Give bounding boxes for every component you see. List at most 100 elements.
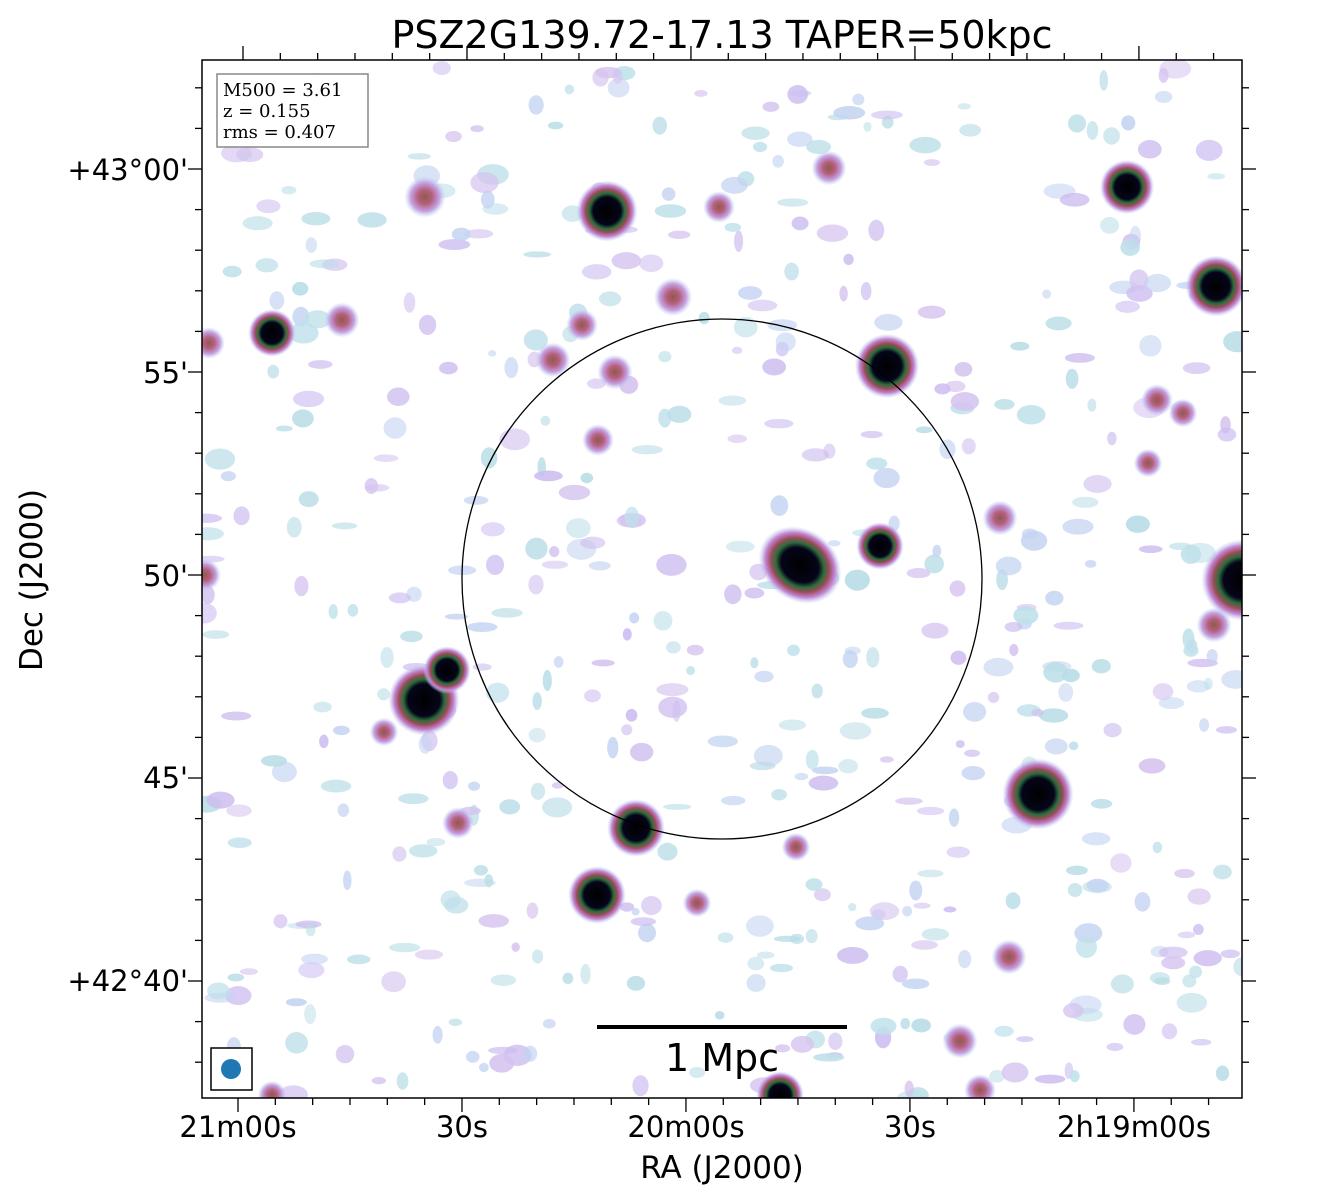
noise (1069, 1070, 1080, 1083)
noise (398, 793, 429, 805)
noise (1180, 544, 1202, 564)
noise (426, 837, 446, 847)
noise (534, 470, 563, 482)
noise (584, 689, 601, 703)
noise (528, 727, 546, 743)
noise (357, 212, 387, 228)
noise (328, 604, 338, 620)
noise (916, 806, 945, 816)
noise (1065, 368, 1079, 389)
noise (1021, 528, 1039, 540)
noise (523, 329, 548, 351)
noise (551, 782, 564, 789)
noise (580, 536, 606, 549)
noise (309, 259, 339, 269)
noise (226, 804, 252, 817)
noise (662, 803, 692, 810)
noise (488, 1046, 518, 1055)
noise (1152, 841, 1163, 854)
noise (553, 656, 564, 668)
noise (337, 803, 350, 817)
noise (745, 915, 774, 937)
noise (904, 1080, 914, 1097)
noise (564, 84, 575, 95)
noise (464, 229, 494, 239)
scale-bar-label: 1 Mpc (665, 1036, 779, 1080)
noise (542, 797, 573, 818)
noise (632, 1075, 649, 1097)
noise (1062, 518, 1094, 535)
noise (653, 611, 673, 631)
noise (689, 1067, 706, 1079)
noise (961, 438, 976, 455)
noise (869, 902, 900, 921)
noise (1215, 1065, 1230, 1081)
noise (879, 756, 894, 763)
noise (1137, 140, 1162, 159)
noise (1004, 621, 1023, 632)
noise (342, 870, 352, 891)
noise (963, 701, 987, 722)
noise (607, 736, 619, 759)
noise (418, 314, 437, 335)
noise (528, 95, 544, 115)
weak-source (535, 342, 571, 378)
noise (227, 973, 245, 982)
noise (1154, 90, 1173, 103)
noise (686, 644, 704, 656)
noise (630, 917, 657, 926)
noise (666, 641, 681, 654)
weak-source (442, 807, 474, 839)
noise (1182, 628, 1195, 650)
noise (694, 90, 708, 97)
noise (868, 219, 885, 241)
noise (558, 484, 591, 501)
x-tick-label: 30s (436, 1110, 488, 1144)
x-axis-label: RA (J2000) (640, 1150, 804, 1186)
noise (921, 622, 949, 639)
noise (1220, 949, 1240, 959)
noise (753, 744, 783, 767)
noise (1013, 606, 1039, 625)
noise (1129, 225, 1142, 248)
source (576, 180, 638, 242)
noise (465, 1050, 480, 1063)
noise (949, 580, 966, 597)
noise (866, 646, 880, 668)
noise (724, 222, 742, 232)
noise (1129, 269, 1149, 291)
noise (731, 346, 743, 355)
noise (486, 682, 510, 703)
weak-source (811, 150, 847, 186)
noise (629, 612, 640, 624)
noise (805, 878, 823, 891)
noise (1087, 398, 1097, 412)
noise (490, 974, 517, 986)
noise (1138, 545, 1163, 554)
noise (473, 864, 488, 876)
noise (934, 383, 951, 395)
noise (734, 230, 744, 253)
noise (400, 630, 423, 643)
noise (301, 211, 331, 226)
noise (1189, 965, 1203, 979)
noise (836, 947, 869, 964)
noise (1221, 670, 1242, 689)
info-line: z = 0.155 (223, 101, 311, 122)
noise (1107, 431, 1117, 446)
y-tick-label: +43°00' (67, 153, 188, 187)
noise (772, 154, 784, 168)
noise (744, 587, 765, 599)
noise (720, 795, 746, 806)
noise (657, 842, 678, 861)
noise (1123, 1014, 1146, 1035)
noise (285, 998, 307, 1007)
noise (994, 1025, 1014, 1037)
source (756, 1071, 804, 1098)
noise (866, 457, 888, 470)
noise (775, 1044, 791, 1053)
noise (1058, 683, 1074, 702)
noise (285, 1032, 308, 1054)
noise (833, 106, 866, 120)
